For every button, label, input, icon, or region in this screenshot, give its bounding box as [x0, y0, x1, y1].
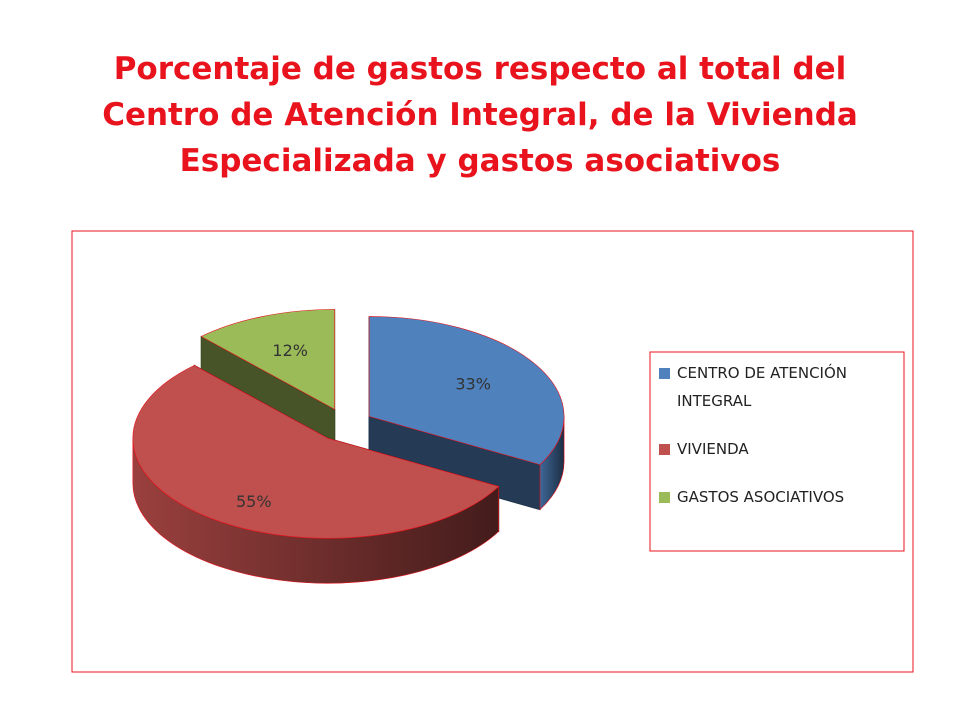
chart-title: Porcentaje de gastos respecto al total d… [102, 51, 858, 179]
slice [132, 365, 500, 539]
legend-label: CENTRO DE ATENCIÓN INTEGRAL [677, 364, 848, 410]
legend-item: VIVIENDA [659, 435, 895, 463]
data-label: 55% [236, 492, 272, 511]
legend-item: CENTRO DE ATENCIÓN INTEGRAL [659, 359, 895, 415]
legend-frame [649, 351, 905, 552]
legend-item: GASTOS ASOCIATIVOS [659, 483, 895, 511]
data-label: 33% [455, 374, 491, 393]
legend-swatch [659, 492, 670, 503]
slice [368, 316, 565, 465]
legend: CENTRO DE ATENCIÓN INTEGRAL VIVIENDA GASTO… [651, 353, 903, 550]
legend-swatch [659, 444, 670, 455]
legend-swatch [659, 368, 670, 379]
slice [200, 309, 335, 410]
legend-label: VIVIENDA [677, 440, 749, 458]
plot-frame [71, 230, 914, 673]
data-label: 12% [272, 341, 308, 360]
legend-label: GASTOS ASOCIATIVOS [677, 488, 845, 506]
